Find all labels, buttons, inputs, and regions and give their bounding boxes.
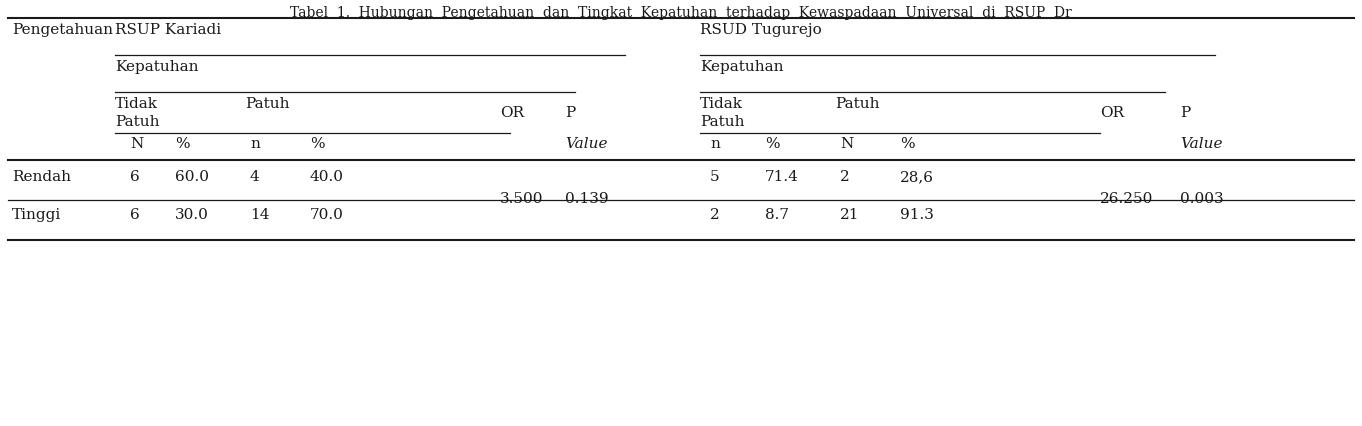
Text: 5: 5 (710, 170, 719, 184)
Text: N: N (129, 137, 143, 151)
Text: 6: 6 (129, 208, 140, 222)
Text: Tabel  1.  Hubungan  Pengetahuan  dan  Tingkat  Kepatuhan  terhadap  Kewaspadaan: Tabel 1. Hubungan Pengetahuan dan Tingka… (290, 6, 1072, 20)
Text: %: % (900, 137, 915, 151)
Text: Patuh: Patuh (835, 97, 880, 111)
Text: Value: Value (565, 137, 607, 151)
Text: 0.139: 0.139 (565, 192, 609, 206)
Text: Kepatuhan: Kepatuhan (700, 60, 783, 74)
Text: 26.250: 26.250 (1100, 192, 1154, 206)
Text: Tinggi: Tinggi (12, 208, 61, 222)
Text: %: % (311, 137, 324, 151)
Text: Patuh: Patuh (114, 115, 159, 129)
Text: 30.0: 30.0 (174, 208, 208, 222)
Text: Tidak: Tidak (700, 97, 744, 111)
Text: P: P (1179, 106, 1190, 120)
Text: %: % (765, 137, 779, 151)
Text: n: n (710, 137, 720, 151)
Text: Patuh: Patuh (700, 115, 745, 129)
Text: OR: OR (1100, 106, 1124, 120)
Text: 70.0: 70.0 (311, 208, 343, 222)
Text: 8.7: 8.7 (765, 208, 789, 222)
Text: %: % (174, 137, 189, 151)
Text: 4: 4 (251, 170, 260, 184)
Text: 71.4: 71.4 (765, 170, 799, 184)
Text: Kepatuhan: Kepatuhan (114, 60, 199, 74)
Text: 3.500: 3.500 (500, 192, 543, 206)
Text: N: N (840, 137, 853, 151)
Text: 6: 6 (129, 170, 140, 184)
Text: 2: 2 (710, 208, 719, 222)
Text: Value: Value (1179, 137, 1223, 151)
Text: n: n (251, 137, 260, 151)
Text: 0.003: 0.003 (1179, 192, 1223, 206)
Text: 40.0: 40.0 (311, 170, 345, 184)
Text: Tidak: Tidak (114, 97, 158, 111)
Text: RSUP Kariadi: RSUP Kariadi (114, 23, 221, 37)
Text: Rendah: Rendah (12, 170, 71, 184)
Text: 91.3: 91.3 (900, 208, 934, 222)
Text: OR: OR (500, 106, 524, 120)
Text: 21: 21 (840, 208, 859, 222)
Text: 2: 2 (840, 170, 850, 184)
Text: Pengetahuan: Pengetahuan (12, 23, 113, 37)
Text: 60.0: 60.0 (174, 170, 208, 184)
Text: P: P (565, 106, 575, 120)
Text: 28,6: 28,6 (900, 170, 934, 184)
Text: RSUD Tugurejo: RSUD Tugurejo (700, 23, 821, 37)
Text: 14: 14 (251, 208, 270, 222)
Text: Patuh: Patuh (245, 97, 290, 111)
